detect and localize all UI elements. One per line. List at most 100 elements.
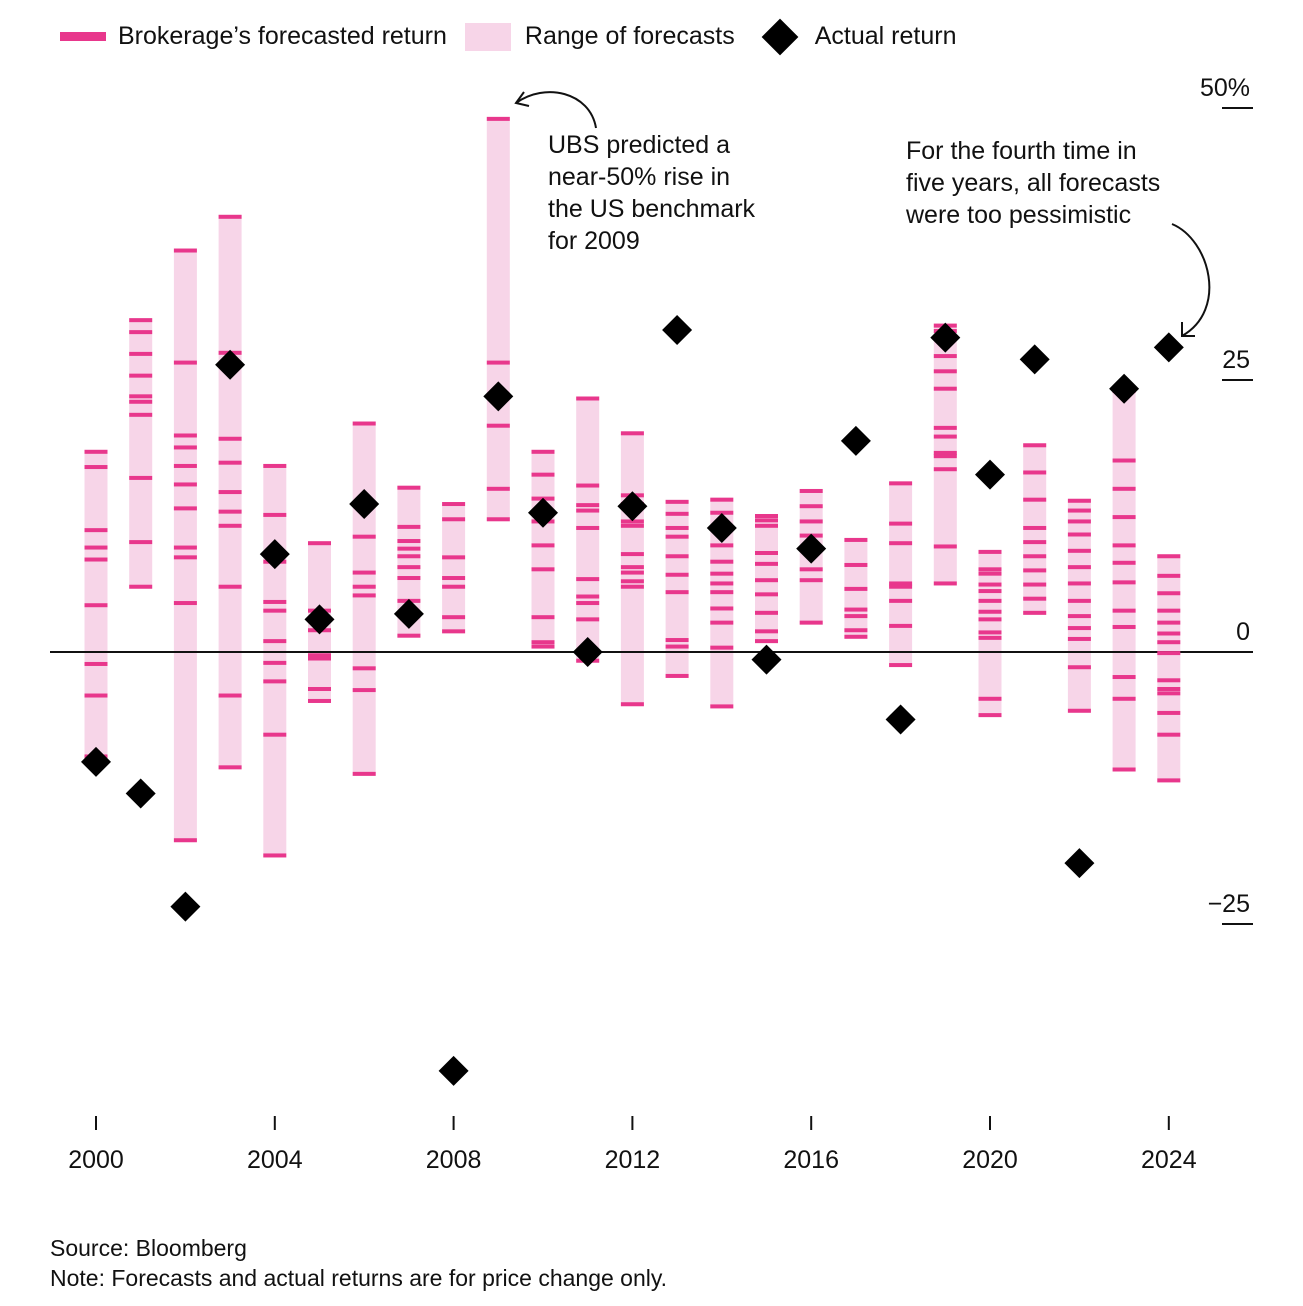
legend-item-range: Range of forecasts <box>464 22 735 51</box>
x-tick-label: 2004 <box>246 1146 303 1174</box>
forecast-mark <box>844 614 868 619</box>
forecast-mark <box>1112 580 1136 585</box>
forecast-mark <box>665 590 689 595</box>
forecast-mark <box>620 552 644 557</box>
forecast-mark <box>352 688 376 693</box>
forecast-mark <box>173 838 197 843</box>
forecast-mark <box>1157 678 1181 683</box>
forecast-mark <box>1157 631 1181 636</box>
forecast-mark <box>576 503 600 508</box>
forecast-mark <box>710 606 734 611</box>
x-tick-label: 2016 <box>783 1146 839 1174</box>
forecast-mark <box>1157 554 1181 559</box>
actual-return-point <box>170 891 201 922</box>
forecast-mark <box>665 534 689 539</box>
forecast-mark <box>531 567 555 572</box>
forecast-mark <box>84 557 108 562</box>
forecast-mark <box>844 634 868 639</box>
forecast-range-bar <box>486 116 510 522</box>
forecast-mark <box>1067 665 1091 670</box>
forecast-mark <box>710 543 734 548</box>
actual-return-point <box>1064 848 1095 879</box>
forecast-mark <box>84 603 108 608</box>
forecast-mark <box>486 116 510 121</box>
actual-return-point <box>528 497 558 528</box>
actual-return-point <box>125 778 156 809</box>
forecast-mark <box>889 584 913 589</box>
forecast-mark <box>173 248 197 253</box>
forecast-mark <box>933 434 957 439</box>
x-tick-label: 2020 <box>962 1146 1018 1174</box>
forecast-mark <box>397 485 421 490</box>
forecast-mark <box>308 686 331 691</box>
forecast-mark <box>486 360 510 365</box>
forecast-mark <box>1112 560 1136 565</box>
forecast-mark <box>442 502 466 507</box>
y-tick-label: −25 <box>1207 890 1250 918</box>
forecast-mark <box>799 620 823 625</box>
forecast-mark <box>755 514 778 518</box>
actual-return-point <box>349 489 380 520</box>
forecast-mark <box>263 679 287 684</box>
forecast-mark <box>889 623 913 628</box>
forecast-mark <box>308 541 331 546</box>
actual-return-point <box>662 314 693 345</box>
forecast-mark <box>129 584 153 589</box>
forecast-mark <box>576 601 600 606</box>
forecast-mark <box>397 576 421 581</box>
forecast-mark <box>1067 565 1091 570</box>
forecast-mark <box>933 450 957 455</box>
forecast-mark <box>710 571 734 576</box>
forecast-mark <box>397 546 421 551</box>
forecast-mark <box>755 610 778 615</box>
forecast-mark <box>218 765 242 770</box>
ubs-arrow-icon <box>515 91 597 129</box>
forecast-mark <box>218 584 242 589</box>
y-tick-label: 25 <box>1222 346 1250 374</box>
forecast-mark <box>352 421 376 426</box>
forecast-mark <box>889 521 913 526</box>
forecast-mark <box>173 360 197 365</box>
forecast-mark <box>933 544 957 549</box>
forecast-mark <box>710 510 734 515</box>
forecast-mark <box>978 571 1002 576</box>
forecast-mark <box>620 702 644 707</box>
forecast-mark <box>620 565 644 570</box>
forecast-mark <box>978 567 1002 572</box>
forecast-mark <box>576 525 600 530</box>
actual-return-point <box>1153 332 1184 363</box>
forecast-mark <box>129 373 153 378</box>
ubs-annotation-line: for 2009 <box>548 227 640 255</box>
forecast-mark <box>1112 458 1136 463</box>
forecast-range-bar <box>665 499 689 678</box>
forecast-mark <box>397 539 421 544</box>
forecast-mark <box>1112 486 1136 491</box>
forecast-mark <box>531 449 555 454</box>
forecast-mark <box>308 698 331 703</box>
forecast-mark <box>218 509 242 514</box>
forecast-mark <box>665 638 689 643</box>
forecast-mark <box>129 412 153 417</box>
forecast-mark <box>1023 596 1047 601</box>
forecast-mark <box>755 592 778 597</box>
forecast-mark <box>665 554 689 559</box>
forecast-mark <box>1023 554 1047 559</box>
forecast-mark <box>352 584 376 589</box>
actual-return-point <box>1019 344 1050 375</box>
forecast-mark <box>576 508 600 513</box>
forecast-mark <box>173 555 197 560</box>
forecast-mark <box>173 545 197 550</box>
forecast-mark <box>889 581 913 586</box>
actual-return-point <box>796 533 827 564</box>
legend-actual-label: Actual return <box>814 22 957 50</box>
forecast-mark <box>129 394 153 399</box>
y-tick-label: 0 <box>1236 618 1250 646</box>
forecast-mark <box>889 663 913 668</box>
forecast-mark <box>531 472 555 477</box>
forecast-mark <box>1157 710 1181 715</box>
forecast-mark <box>442 555 466 560</box>
forecast-mark <box>710 704 734 709</box>
forecast-mark <box>1112 675 1136 680</box>
forecast-mark <box>84 545 108 550</box>
forecast-mark <box>486 423 510 428</box>
